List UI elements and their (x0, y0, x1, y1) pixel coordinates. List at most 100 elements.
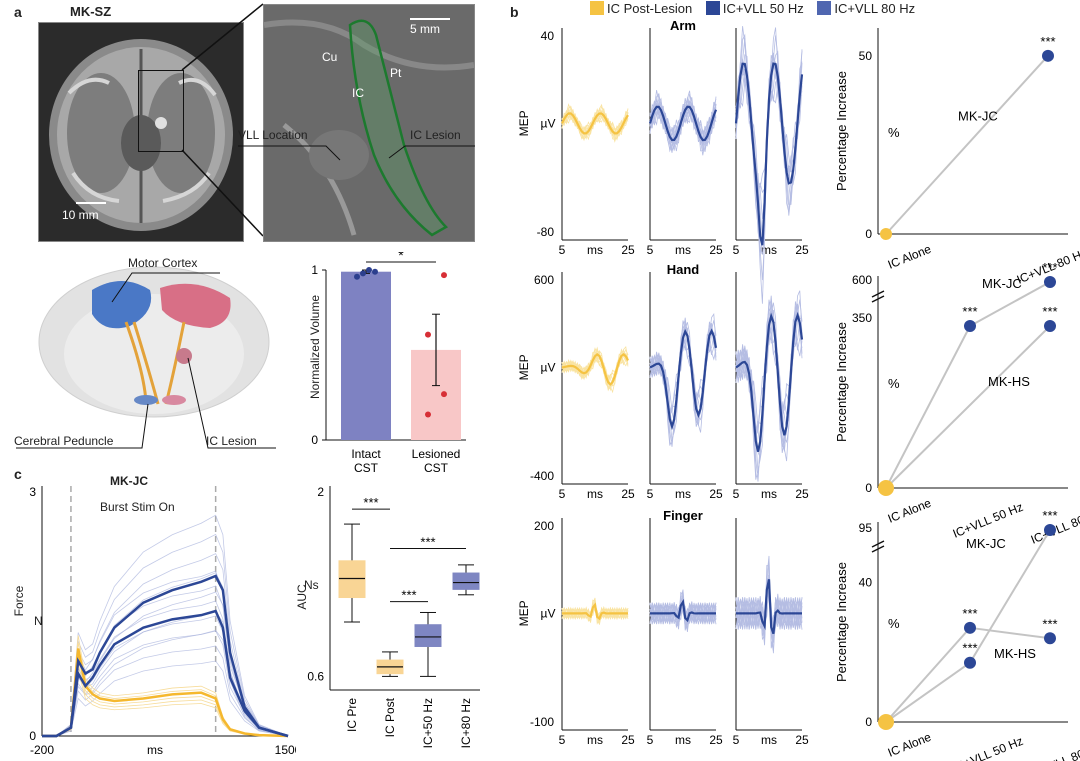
volume-point-0-3 (372, 268, 378, 275)
mep-mean-trace-1-2 (735, 311, 804, 452)
mep-trial-trace-2-1-9 (649, 591, 717, 631)
pct3-stars-50hz-a: *** (962, 606, 977, 621)
pct3-monkey2-label: MK-HS (994, 646, 1036, 661)
mep-ytick-top-1: 600 (534, 273, 554, 287)
pct2-point-50hz (964, 320, 976, 332)
force-ytick-bottom: 0 (29, 729, 36, 743)
legend-swatch-50hz (705, 1, 720, 15)
volume-point-0-0 (354, 273, 360, 280)
mep-trial-trace-0-1-2 (649, 101, 717, 146)
mep-xtick-mid-0-1: ms (675, 243, 691, 257)
cerebral-peduncle-callout-line (16, 403, 149, 449)
auc-sig-stars-1: *** (420, 535, 435, 550)
pct3-monkey1-label: MK-JC (966, 536, 1006, 551)
volume-sig-star: * (398, 252, 404, 263)
mep-ylabel-2: MEP (517, 600, 531, 626)
mk-sz-label: MK-SZ (70, 4, 112, 19)
mep-xtick-right-1-0: 25 (621, 487, 635, 501)
pct2-stars-50hz: *** (962, 304, 977, 319)
pct3-line-mkhs-a (885, 627, 971, 723)
force-mean-trace-2 (42, 574, 289, 738)
pct2-xlabel-1: IC+VLL 50 Hz (951, 500, 1025, 541)
pct3-axis-break (871, 540, 885, 553)
mep-ytick-bottom-0: -80 (537, 225, 555, 239)
mep-xtick-mid-2-1: ms (675, 733, 691, 747)
force-ytick-top: 3 (29, 485, 36, 499)
ic-lesion-callout-line (388, 145, 475, 159)
mep-ytick-bottom-2: -100 (530, 715, 554, 729)
mep-xtick-mid-1-2: ms (761, 487, 777, 501)
motor-cortex-callout-line (111, 272, 220, 303)
pct2-xlabel-0: IC Alone (886, 496, 934, 526)
mep-xtick-left-1-2: 5 (733, 487, 740, 501)
legend-label-80hz: IC+VLL 80 Hz (834, 1, 916, 16)
3d-brain-drawing (38, 266, 270, 418)
mep-mean-trace-2-1 (650, 598, 716, 623)
mep-ylabel-1: MEP (517, 354, 531, 380)
force-xtick-right: 1500 (275, 743, 296, 757)
pct3-point-80hz-hs (1044, 632, 1056, 645)
auc-cat-label-1: IC Post (383, 697, 397, 737)
pct-ylabel-1: Percentage Increase (834, 71, 849, 191)
zoomed-anatomy-drawing (263, 5, 475, 241)
zoom-connector-lines (181, 3, 264, 237)
pct-unit-1: % (888, 125, 900, 140)
pct3-stars-50hz-b: *** (962, 641, 977, 656)
pct3-line-mkjc-b (969, 529, 1051, 664)
mep-xtick-right-0-2: 25 (795, 243, 809, 257)
force-ylabel: Force (12, 585, 26, 617)
legend-item-50hz: IC+VLL 50 Hz (705, 1, 804, 16)
mri-brain-image (38, 22, 244, 242)
pct-ylabel-2: Percentage Increase (834, 322, 849, 442)
mep-xtick-right-1-1: 25 (709, 487, 723, 501)
volume-point-1-0 (441, 272, 447, 279)
legend-swatch-post (590, 1, 604, 15)
pct2-line-mkjc-b (969, 281, 1051, 327)
volume-cat-0-line2: CST (354, 461, 379, 475)
pct1-stars: *** (1040, 34, 1055, 49)
mep-trial-trace-2-2-8 (735, 555, 803, 651)
mep-ytick-top-2: 200 (534, 519, 554, 533)
mep-xtick-right-2-0: 25 (621, 733, 635, 747)
mep-yunit-2: µV (541, 606, 556, 620)
pct2-monkey2-label: MK-HS (988, 374, 1030, 389)
zoomed-anatomy-image (263, 4, 475, 242)
pct2-stars-80hz-jc: *** (1042, 260, 1057, 275)
mep-ytick-bottom-1: -400 (530, 469, 554, 483)
force-line-chart: 3 0-200 ms 1500 (29, 485, 296, 757)
mep-mean-trace-1-0 (561, 353, 629, 386)
mep-xtick-mid-2-0: ms (587, 733, 603, 747)
pct1-xlabel-0: IC Alone (886, 242, 934, 272)
zoom-box (138, 70, 184, 152)
mep-xtick-left-0-2: 5 (733, 243, 740, 257)
mep-ylabel-0: MEP (517, 110, 531, 136)
model-ic-lesion-callout-line (187, 357, 276, 449)
pct2-line-mkjc-a (885, 325, 971, 489)
mep-mean-trace-2-0 (562, 602, 628, 621)
pct3-point-50hz-b (964, 656, 976, 669)
legend-label-post: IC Post-Lesion (607, 1, 693, 16)
mk-jc-label: MK-JC (110, 474, 148, 488)
volume-point-1-2 (441, 391, 447, 398)
pct3-ytick-bottom: 0 (865, 715, 872, 729)
panel-a-letter: a (14, 4, 22, 20)
mep-legend: IC Post-Lesion IC+VLL 50 Hz IC+VLL 80 Hz (590, 1, 915, 16)
motor-cortex-label: Motor Cortex (128, 256, 198, 270)
pct2-point-ic-alone (878, 480, 894, 496)
mep-xtick-right-1-2: 25 (795, 487, 809, 501)
pct3-xlabel-2: IC+VLL 80 Hz (1029, 740, 1080, 761)
pt-label: Pt (390, 66, 402, 80)
auc-cat-label-2: IC+50 Hz (421, 698, 435, 748)
mep-xtick-left-2-2: 5 (733, 733, 740, 747)
mep-xtick-right-0-1: 25 (709, 243, 723, 257)
pct3-point-50hz-a (964, 621, 976, 634)
ic-label: IC (352, 86, 364, 100)
pct2-point-80hz-hs (1044, 320, 1056, 332)
auc-sig-stars-0: *** (363, 495, 378, 510)
pct3-stars-80hz-jc: *** (1042, 508, 1057, 523)
mep-xtick-left-0-1: 5 (647, 243, 654, 257)
burst-stim-label: Burst Stim On (100, 500, 175, 514)
volume-point-0-2 (366, 267, 372, 273)
mep-trial-trace-1-0-9 (561, 345, 629, 394)
